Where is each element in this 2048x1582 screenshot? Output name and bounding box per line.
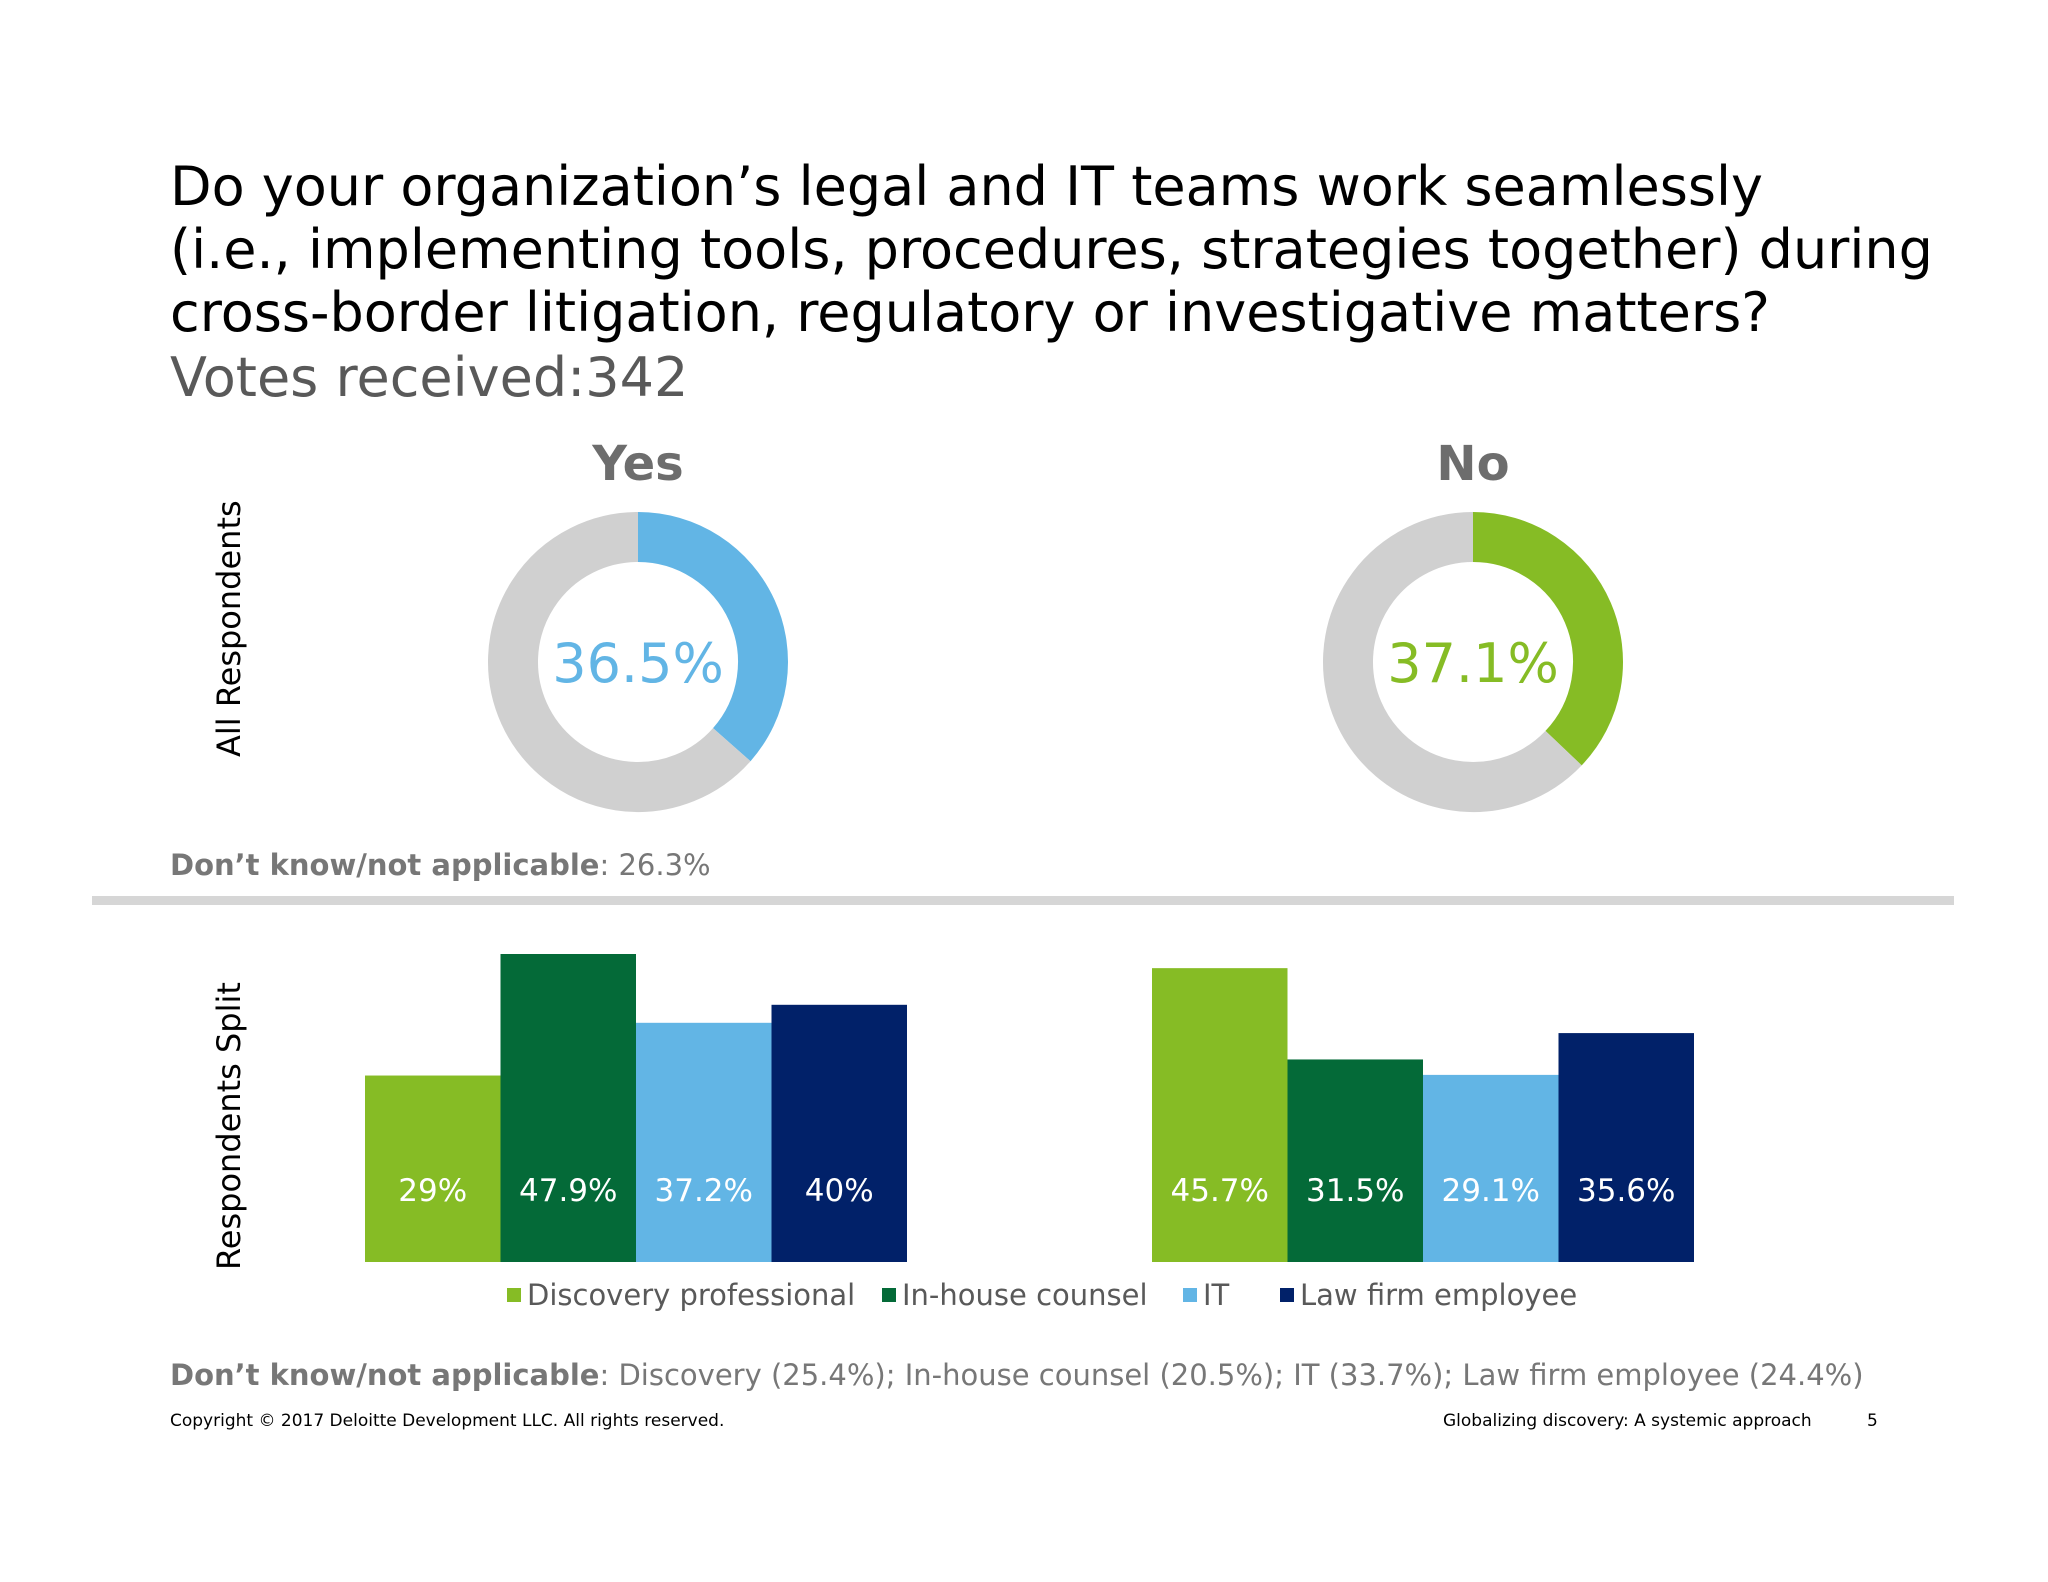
bar-chart-2-bar-law-firm-employee xyxy=(1558,1033,1694,1262)
votes-received: Votes received:342 xyxy=(170,346,689,409)
top-dont-know-note: Don’t know/not applicable: 26.3% xyxy=(170,848,711,882)
title-line-2: (i.e., implementing tools, procedures, s… xyxy=(170,218,1933,281)
top-dont-know-value: : 26.3% xyxy=(599,848,711,882)
legend-label-discovery-professional: Discovery professional xyxy=(527,1278,856,1312)
donut-yes-slice-1 xyxy=(488,512,751,812)
title-line-1: Do your organization’s legal and IT team… xyxy=(170,155,1763,218)
legend-swatch-discovery-professional xyxy=(507,1288,521,1302)
bar-chart-2-label-discovery-professional: 45.7% xyxy=(1171,1173,1269,1209)
bar-chart-2-bar-in-house-counsel xyxy=(1287,1059,1423,1262)
question-title: Do your organization’s legal and IT team… xyxy=(170,155,2010,344)
bottom-dont-know-note: Don’t know/not applicable: Discovery (25… xyxy=(170,1358,1864,1392)
donut-no-value-label: 37.1% xyxy=(1387,632,1559,695)
legend-item-discovery-professional: Discovery professional xyxy=(507,1278,855,1312)
footer-doc-title: Globalizing discovery: A systemic approa… xyxy=(1443,1411,1812,1431)
donut-title-yes: Yes xyxy=(591,436,683,492)
footer-copyright: Copyright © 2017 Deloitte Development LL… xyxy=(170,1411,725,1431)
bar-legend: Discovery professional In-house counsel … xyxy=(0,1278,2048,1318)
donut-no-slice-0 xyxy=(1472,512,1623,766)
legend-swatch-in-house-counsel xyxy=(882,1288,896,1302)
bar-chart-1-bar-it xyxy=(636,1022,772,1262)
legend-item-law-firm-employee: Law firm employee xyxy=(1280,1278,1577,1312)
bar-chart-1-bar-in-house-counsel xyxy=(500,954,636,1262)
bar-chart-1-label-in-house-counsel: 47.9% xyxy=(519,1173,617,1209)
bar-chart-2-bar-discovery-professional xyxy=(1152,968,1288,1262)
legend-label-law-firm-employee: Law firm employee xyxy=(1300,1278,1578,1312)
footer-page-number: 5 xyxy=(1867,1411,1878,1431)
legend-swatch-law-firm-employee xyxy=(1280,1288,1294,1302)
donut-no-slice-1 xyxy=(1323,512,1582,812)
legend-label-it: IT xyxy=(1203,1278,1230,1312)
bar-chart-2-label-law-firm-employee: 35.6% xyxy=(1577,1173,1675,1209)
bar-chart-1-label-discovery-professional: 29% xyxy=(398,1173,467,1209)
bar-chart-2-label-in-house-counsel: 31.5% xyxy=(1306,1173,1404,1209)
bar-chart-2-label-it: 29.1% xyxy=(1442,1173,1540,1209)
legend-item-in-house-counsel: In-house counsel xyxy=(882,1278,1148,1312)
bottom-dont-know-label: Don’t know/not applicable xyxy=(170,1358,600,1392)
bar-chart-1-label-it: 37.2% xyxy=(655,1173,753,1209)
legend-label-in-house-counsel: In-house counsel xyxy=(902,1278,1148,1312)
title-line-3: cross-border litigation, regulatory or i… xyxy=(170,281,1770,344)
donut-yes-value-label: 36.5% xyxy=(552,632,724,695)
bottom-dont-know-value: : Discovery (25.4%); In-house counsel (2… xyxy=(599,1358,1864,1392)
bar-chart-2-bar-it xyxy=(1423,1074,1559,1262)
bar-chart-1-bar-discovery-professional xyxy=(365,1075,501,1262)
top-dont-know-label: Don’t know/not applicable xyxy=(170,848,600,882)
legend-swatch-it xyxy=(1183,1288,1197,1302)
donut-title-no: No xyxy=(1436,436,1509,492)
section-divider xyxy=(92,896,1954,905)
donut-yes-slice-0 xyxy=(637,512,788,762)
bar-chart-1-label-law-firm-employee: 40% xyxy=(805,1173,874,1209)
bar-chart-1-bar-law-firm-employee xyxy=(771,1004,907,1262)
legend-item-it: IT xyxy=(1183,1278,1229,1312)
